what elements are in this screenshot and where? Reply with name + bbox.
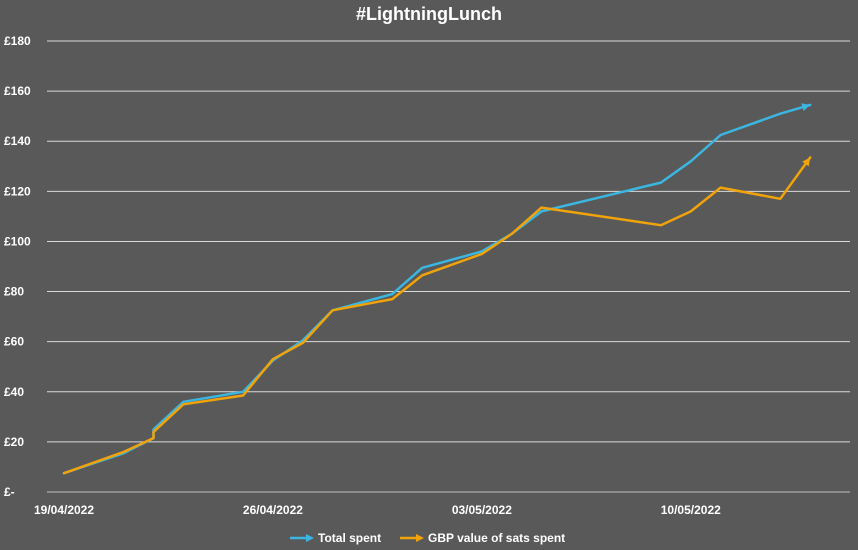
series-line-2: [62, 156, 812, 475]
legend: Total spent GBP value of sats spent: [290, 531, 565, 545]
series-arrowhead-1: [801, 103, 811, 111]
series-lines: [62, 103, 812, 475]
legend-label: GBP value of sats spent: [428, 531, 565, 545]
y-axis-ticks: £- £20 £40 £60 £80 £100 £120 £140 £160 £180: [4, 34, 31, 499]
y-tick-label: £-: [4, 485, 15, 499]
y-tick-label: £160: [4, 84, 31, 98]
y-tick-label: £40: [4, 385, 24, 399]
x-tick-label: 10/05/2022: [661, 503, 721, 517]
y-tick-label: £20: [4, 435, 24, 449]
y-tick-label: £100: [4, 234, 31, 248]
y-tick-label: £60: [4, 335, 24, 349]
y-tick-label: £80: [4, 285, 24, 299]
x-axis-ticks: 19/04/2022 26/04/2022 03/05/2022 10/05/2022: [34, 503, 721, 517]
gridlines: [47, 40, 850, 493]
chart-title: #LightningLunch: [356, 4, 502, 24]
legend-label: Total spent: [318, 531, 381, 545]
legend-arrow-icon: [416, 534, 424, 542]
legend-arrow-icon: [306, 534, 314, 542]
series-line-1: [62, 103, 812, 475]
x-tick-label: 19/04/2022: [34, 503, 94, 517]
x-tick-label: 03/05/2022: [452, 503, 512, 517]
y-tick-label: £180: [4, 34, 31, 48]
y-tick-label: £120: [4, 184, 31, 198]
x-tick-label: 26/04/2022: [243, 503, 303, 517]
y-tick-label: £140: [4, 134, 31, 148]
series-arrowhead-2: [802, 157, 811, 167]
